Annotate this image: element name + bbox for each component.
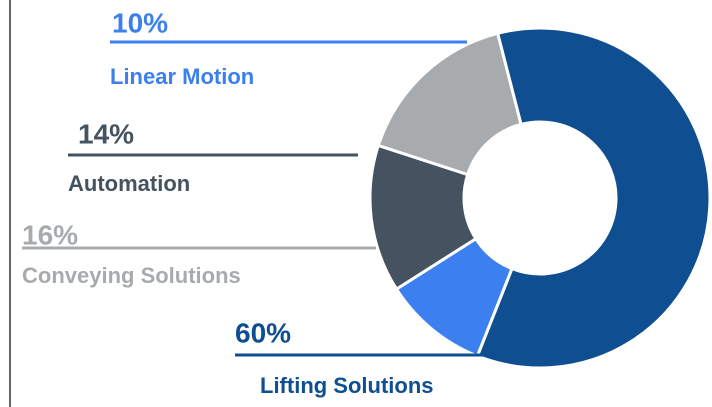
percent-label: 16%: [22, 219, 78, 250]
percent-label: 60%: [235, 317, 291, 348]
category-label: Automation: [68, 171, 190, 196]
category-label: Linear Motion: [110, 64, 254, 89]
donut-slice: [376, 31, 523, 177]
donut-slice: [475, 26, 712, 370]
percent-label: 10%: [112, 7, 168, 38]
category-label: Lifting Solutions: [260, 373, 434, 398]
category-label: Conveying Solutions: [22, 263, 241, 288]
percent-label: 14%: [78, 118, 134, 149]
